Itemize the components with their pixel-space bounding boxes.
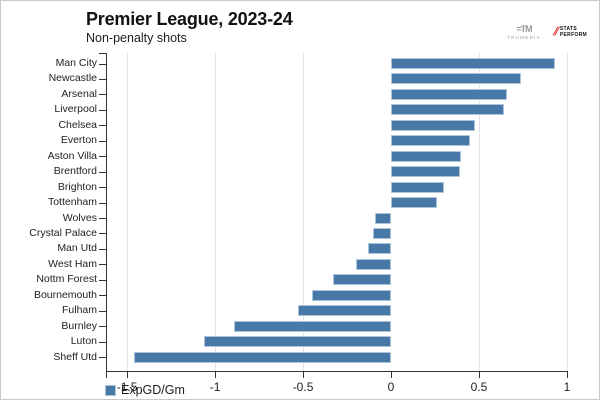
- category-tick: [99, 218, 106, 219]
- gridline: [479, 53, 480, 371]
- category-label: Wolves: [62, 211, 97, 224]
- category-tick: [99, 310, 106, 312]
- category-tick: [99, 295, 106, 297]
- category-label: Luton: [70, 335, 97, 348]
- stats-perform-wordmark: STATS PERFORM: [559, 26, 587, 38]
- trumedia-wordmark: TRUMEDIA: [507, 35, 541, 40]
- category-label: Aston Villa: [47, 149, 97, 162]
- category-label: Nottm Forest: [36, 273, 97, 286]
- category-label: Newcastle: [48, 72, 97, 85]
- category-tick: [99, 187, 106, 189]
- category-label: Arsenal: [61, 87, 97, 100]
- bar: [368, 243, 392, 255]
- category-tick: [99, 125, 106, 127]
- legend: ExpGD/Gm: [105, 383, 185, 397]
- stats-perform-slashes-icon: ⫽: [552, 26, 558, 38]
- category-tick: [99, 264, 106, 266]
- category-tick: [99, 140, 106, 142]
- bar: [391, 104, 504, 116]
- x-axis-tick-label: -0.5: [292, 380, 314, 394]
- x-axis-tick: [391, 371, 393, 378]
- x-axis-tick: [303, 371, 305, 378]
- trumedia-logo: =TM TRUMEDIA: [507, 24, 541, 41]
- x-axis-tick: [215, 371, 217, 378]
- stats-perform-line2: PERFORM: [559, 31, 587, 38]
- category-tick: [99, 171, 106, 173]
- category-label: Liverpool: [54, 103, 97, 116]
- gridline: [567, 53, 568, 371]
- bar: [297, 305, 392, 317]
- bar: [391, 150, 462, 162]
- bar: [234, 320, 392, 332]
- category-label: Man Utd: [57, 242, 97, 255]
- x-axis-tick-label: 0.5: [470, 380, 488, 394]
- bar: [355, 258, 392, 270]
- category-tick: [99, 78, 106, 80]
- bar: [391, 73, 522, 85]
- category-tick: [99, 109, 106, 111]
- bar: [332, 274, 391, 286]
- plot-area: Man City Newcastle Arsenal Liverpool Chelsea…: [29, 53, 570, 394]
- category-tick: [99, 233, 106, 235]
- chart-subtitle: Non-penalty shots: [86, 31, 187, 45]
- category-label: West Ham: [48, 257, 97, 270]
- bar: [391, 181, 444, 193]
- bar: [373, 227, 392, 239]
- bar: [391, 58, 555, 69]
- category-tick: [99, 63, 106, 65]
- x-axis-tick: [479, 371, 480, 378]
- category-tick: [99, 156, 106, 158]
- stats-perform-logo: ⫽ STATS PERFORM: [552, 26, 587, 38]
- category-tick: [99, 341, 106, 343]
- bar: [134, 351, 392, 363]
- category-label: Everton: [60, 134, 97, 147]
- category-label: Chelsea: [58, 118, 97, 131]
- gridline: [303, 53, 305, 371]
- trumedia-mark-icon: =TM: [516, 24, 532, 34]
- axis-end-tick: [106, 371, 107, 378]
- category-label: Bournemouth: [33, 288, 97, 301]
- category-label: Sheff Utd: [53, 350, 97, 363]
- category-tick: [99, 94, 106, 96]
- gridline: [215, 53, 217, 371]
- category-tick: [99, 357, 106, 359]
- legend-label: ExpGD/Gm: [121, 383, 185, 397]
- x-axis-tick-label: -1.5: [116, 380, 138, 394]
- bar: [375, 212, 391, 224]
- category-label: Man City: [55, 57, 97, 69]
- bar: [204, 336, 392, 348]
- bar: [391, 119, 476, 131]
- category-tick: [99, 248, 106, 250]
- branding: =TM TRUMEDIA ⫽ STATS PERFORM: [507, 24, 587, 41]
- category-label: Burnley: [61, 319, 97, 332]
- category-label: Brentford: [53, 165, 97, 178]
- x-axis-tick-label: 1: [563, 380, 571, 394]
- chart-title: Premier League, 2023-24: [86, 9, 293, 29]
- category-label: Brighton: [57, 180, 97, 193]
- legend-swatch-icon: [105, 384, 116, 396]
- axis-end-tick: [99, 53, 106, 54]
- category-tick: [99, 326, 106, 328]
- x-axis-tick-label: -1: [209, 380, 221, 394]
- bar: [391, 166, 460, 178]
- x-axis-tick-label: 0: [387, 380, 395, 394]
- category-label: Crystal Palace: [29, 226, 97, 239]
- bar: [391, 197, 437, 209]
- gridline: [127, 53, 129, 371]
- bar: [311, 289, 392, 301]
- category-tick: [99, 279, 106, 281]
- bar: [391, 135, 471, 147]
- category-label: Fulham: [61, 304, 97, 317]
- x-axis-tick: [127, 371, 129, 378]
- x-axis-tick: [567, 371, 568, 378]
- category-tick: [99, 202, 106, 204]
- stats-perform-line1: STATS: [559, 26, 578, 32]
- category-label: Tottenham: [47, 196, 97, 209]
- bar: [391, 88, 508, 100]
